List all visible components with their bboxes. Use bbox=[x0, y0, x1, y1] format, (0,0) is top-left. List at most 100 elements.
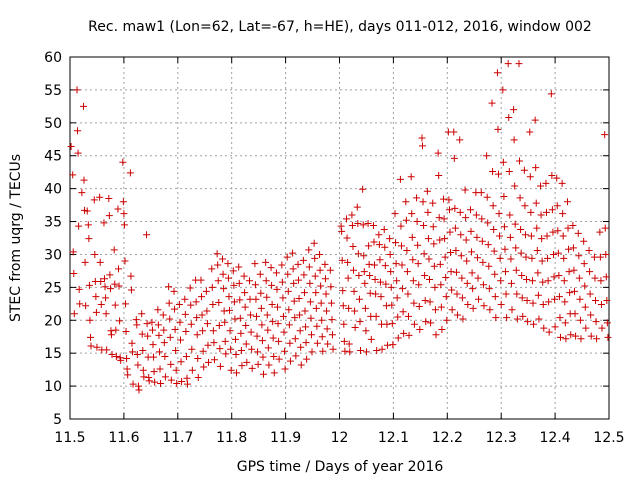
data-point bbox=[365, 260, 373, 268]
data-point bbox=[361, 304, 369, 312]
data-point bbox=[511, 220, 519, 228]
x-tick-label: 11.5 bbox=[54, 430, 85, 446]
data-point bbox=[523, 275, 531, 283]
data-point bbox=[539, 300, 547, 308]
data-point bbox=[447, 248, 455, 256]
data-point bbox=[431, 306, 439, 314]
y-tick-label: 15 bbox=[44, 346, 62, 362]
data-point bbox=[548, 171, 556, 179]
data-point bbox=[295, 276, 303, 284]
data-point bbox=[286, 339, 294, 347]
data-point bbox=[221, 337, 229, 345]
data-point bbox=[186, 284, 194, 292]
data-point bbox=[225, 293, 233, 301]
data-point bbox=[477, 189, 485, 197]
data-point bbox=[188, 345, 196, 353]
data-point bbox=[202, 287, 210, 295]
data-point bbox=[372, 312, 380, 320]
data-point bbox=[86, 316, 94, 324]
data-point bbox=[157, 379, 165, 387]
data-point bbox=[226, 306, 234, 314]
data-point bbox=[346, 348, 354, 356]
data-point bbox=[402, 216, 410, 224]
data-point bbox=[343, 234, 351, 242]
data-point bbox=[290, 279, 298, 287]
data-point bbox=[299, 256, 307, 264]
data-point bbox=[224, 274, 232, 282]
data-point bbox=[372, 290, 380, 298]
data-point bbox=[313, 339, 321, 347]
data-point bbox=[115, 265, 123, 273]
data-point bbox=[416, 325, 424, 333]
data-point bbox=[262, 277, 270, 285]
data-point bbox=[534, 291, 542, 299]
data-point bbox=[569, 221, 577, 229]
data-point bbox=[393, 277, 401, 285]
data-point bbox=[410, 299, 418, 307]
data-point bbox=[166, 315, 174, 323]
data-point bbox=[306, 298, 314, 306]
data-point bbox=[312, 289, 320, 297]
data-point bbox=[474, 274, 482, 282]
data-point bbox=[533, 247, 541, 255]
data-point bbox=[291, 314, 299, 322]
y-tick-label: 55 bbox=[44, 83, 62, 99]
data-point bbox=[538, 257, 546, 265]
data-point bbox=[493, 69, 501, 77]
data-point bbox=[586, 290, 594, 298]
data-point bbox=[165, 283, 173, 291]
data-point bbox=[571, 287, 579, 295]
data-point bbox=[106, 271, 114, 279]
data-point bbox=[321, 275, 329, 283]
data-point bbox=[532, 199, 540, 207]
data-point bbox=[319, 347, 327, 355]
data-point bbox=[74, 127, 82, 135]
data-point bbox=[443, 316, 451, 324]
y-tick-label: 25 bbox=[44, 280, 62, 296]
data-point bbox=[517, 249, 525, 257]
data-point bbox=[452, 247, 460, 255]
data-point bbox=[85, 235, 93, 243]
data-point bbox=[70, 310, 78, 318]
data-point bbox=[367, 335, 375, 343]
data-point bbox=[598, 324, 606, 332]
data-point bbox=[516, 157, 524, 165]
data-point bbox=[139, 366, 147, 374]
data-point bbox=[148, 318, 156, 326]
data-point bbox=[227, 345, 235, 353]
data-point bbox=[69, 171, 77, 179]
data-point bbox=[426, 298, 434, 306]
data-point bbox=[404, 312, 412, 320]
data-point bbox=[129, 348, 137, 356]
x-tick-label: 11.8 bbox=[216, 430, 247, 446]
data-point bbox=[479, 258, 487, 266]
data-point bbox=[400, 329, 408, 337]
data-point bbox=[313, 322, 321, 330]
data-point bbox=[425, 255, 433, 263]
data-point bbox=[182, 352, 190, 360]
data-point bbox=[601, 131, 609, 139]
data-point bbox=[426, 275, 434, 283]
data-point bbox=[387, 283, 395, 291]
data-point bbox=[526, 173, 534, 181]
data-point bbox=[409, 277, 417, 285]
data-point bbox=[398, 261, 406, 269]
data-point bbox=[516, 194, 524, 202]
data-point bbox=[279, 294, 287, 302]
data-point bbox=[549, 250, 557, 258]
data-point bbox=[82, 302, 90, 310]
data-point bbox=[76, 300, 84, 308]
data-point bbox=[521, 231, 529, 239]
data-point bbox=[96, 258, 104, 266]
data-point bbox=[328, 331, 336, 339]
data-point bbox=[544, 277, 552, 285]
data-point bbox=[560, 254, 568, 262]
data-point bbox=[343, 215, 351, 223]
data-point bbox=[585, 247, 593, 255]
data-point bbox=[532, 164, 540, 172]
data-point bbox=[318, 333, 326, 341]
data-point bbox=[408, 210, 416, 218]
data-point bbox=[133, 321, 141, 329]
data-point bbox=[329, 345, 337, 353]
data-point bbox=[74, 149, 82, 157]
